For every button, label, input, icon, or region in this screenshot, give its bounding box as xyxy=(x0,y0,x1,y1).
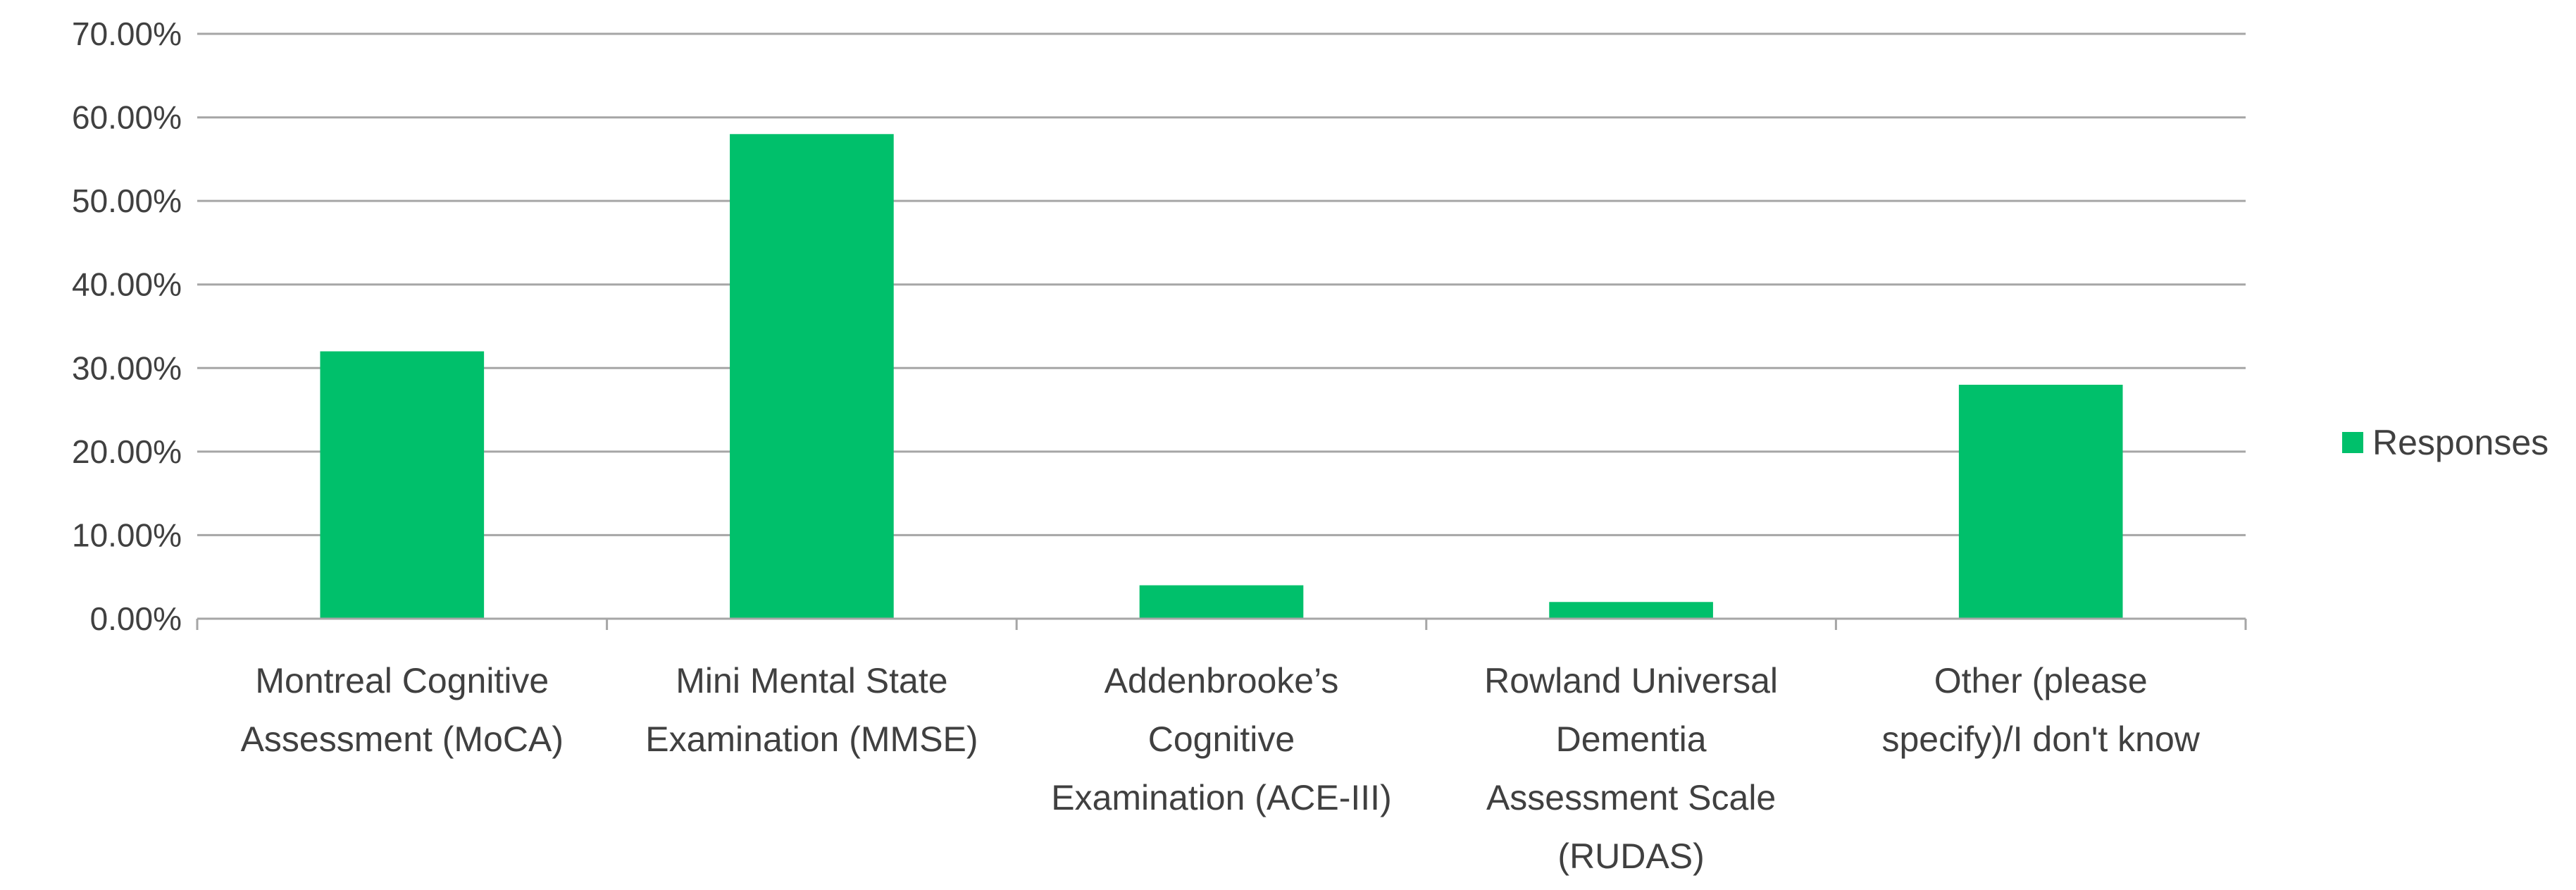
grid-lines xyxy=(197,32,2246,536)
x-tick-label-line: Assessment (MoCA) xyxy=(241,719,564,759)
x-axis-category-labels: Montreal Cognitive Assessment (MoCA) Mini … xyxy=(241,661,2201,876)
legend-label-responses: Responses xyxy=(2372,423,2549,462)
x-tick-label-line: specify)/I don't know xyxy=(1881,719,2200,759)
bar xyxy=(730,134,894,619)
x-tick-label: Mini Mental State Examination (MMSE) xyxy=(645,661,978,759)
y-tick-label: 40.00% xyxy=(72,266,182,303)
y-tick-label: 10.00% xyxy=(72,517,182,553)
legend-swatch-responses xyxy=(2342,432,2363,453)
x-tick-label-line: Other (please xyxy=(1934,661,2148,700)
x-tick-label: Montreal Cognitive Assessment (MoCA) xyxy=(241,661,564,759)
x-tick-label-line: Examination (ACE-III) xyxy=(1051,778,1391,817)
x-tick-label-line: Assessment Scale xyxy=(1486,778,1776,817)
y-tick-label: 60.00% xyxy=(72,99,182,136)
x-tick-label-line: Rowland Universal xyxy=(1484,661,1778,700)
bar xyxy=(320,351,485,619)
bar xyxy=(1549,602,1713,619)
y-axis-tick-labels: 0.00% 10.00% 20.00% 30.00% 40.00% 50.00% 60.00… xyxy=(72,16,182,637)
legend: Responses xyxy=(2342,423,2549,462)
bar xyxy=(1139,585,1304,619)
x-tick-label-line: (RUDAS) xyxy=(1557,836,1704,876)
x-tick-label: Addenbrooke’s Cognitive Examination (ACE-I… xyxy=(1051,661,1391,817)
y-tick-label: 20.00% xyxy=(72,433,182,470)
y-tick-label: 50.00% xyxy=(72,183,182,219)
x-tick-label-line: Montreal Cognitive xyxy=(255,661,549,700)
x-tick-label-line: Mini Mental State xyxy=(676,661,947,700)
x-axis xyxy=(196,617,2247,630)
bars xyxy=(320,134,2123,619)
x-tick-label-line: Addenbrooke’s xyxy=(1105,661,1339,700)
x-tick-label-line: Examination (MMSE) xyxy=(645,719,978,759)
y-tick-label: 0.00% xyxy=(90,600,182,637)
y-tick-label: 70.00% xyxy=(72,16,182,52)
x-tick-label: Rowland Universal Dementia Assessment Scal… xyxy=(1484,661,1778,876)
x-tick-label-line: Cognitive xyxy=(1148,719,1295,759)
bar xyxy=(1958,385,2123,619)
y-tick-label: 30.00% xyxy=(72,350,182,386)
x-tick-label: Other (please specify)/I don't know xyxy=(1881,661,2200,759)
x-tick-label-line: Dementia xyxy=(1556,719,1707,759)
